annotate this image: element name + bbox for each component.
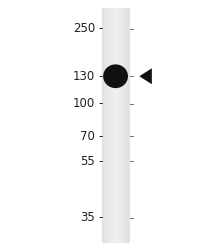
Bar: [115, 8, 116, 242]
Bar: [109, 8, 110, 242]
Bar: [112, 8, 113, 242]
Bar: [125, 8, 126, 242]
Bar: [128, 8, 129, 242]
Text: 70: 70: [80, 130, 95, 143]
Polygon shape: [139, 68, 152, 84]
Text: 55: 55: [80, 155, 95, 168]
Ellipse shape: [103, 64, 128, 88]
Bar: [119, 8, 120, 242]
Bar: [120, 8, 121, 242]
Bar: [108, 8, 109, 242]
Bar: [126, 8, 127, 242]
Bar: [118, 8, 119, 242]
Text: -: -: [98, 97, 103, 110]
Text: -: -: [98, 130, 103, 143]
Bar: [103, 8, 104, 242]
Bar: [105, 8, 106, 242]
Bar: [110, 8, 111, 242]
Bar: [108, 8, 109, 242]
Text: -: -: [98, 155, 103, 168]
Bar: [104, 8, 105, 242]
Bar: [111, 8, 112, 242]
Bar: [127, 8, 128, 242]
Bar: [114, 8, 115, 242]
Bar: [102, 8, 103, 242]
Text: 130: 130: [73, 70, 95, 83]
Bar: [113, 8, 114, 242]
Bar: [107, 8, 108, 242]
Bar: [121, 8, 122, 242]
Bar: [117, 8, 118, 242]
Bar: [123, 8, 124, 242]
Text: 250: 250: [73, 22, 95, 35]
Bar: [106, 8, 107, 242]
Bar: [129, 8, 130, 242]
Text: -: -: [98, 22, 103, 35]
Bar: [124, 8, 125, 242]
Text: -: -: [98, 211, 103, 224]
Text: 100: 100: [73, 97, 95, 110]
Text: -: -: [98, 70, 103, 83]
Bar: [122, 8, 123, 242]
Bar: [116, 8, 117, 242]
Text: 35: 35: [80, 211, 95, 224]
